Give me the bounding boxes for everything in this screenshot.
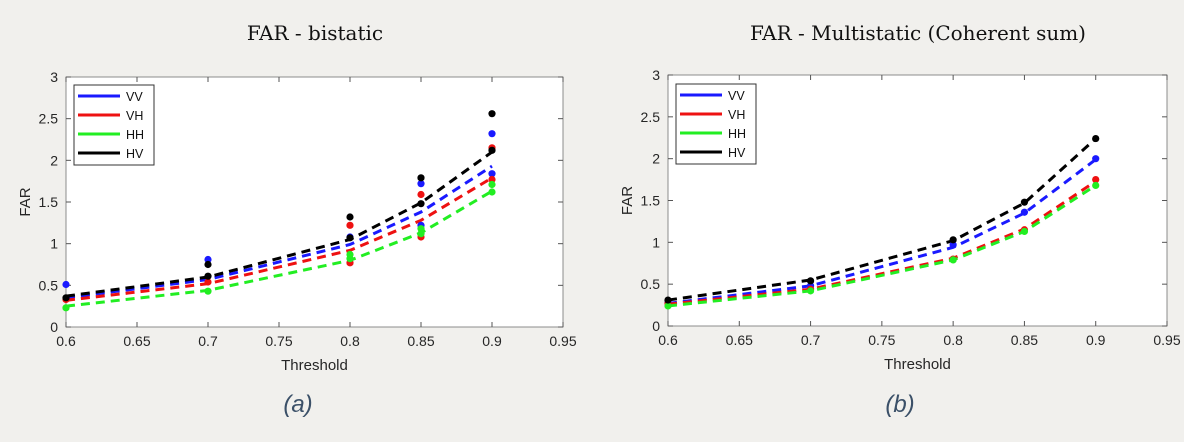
data-point-hv — [204, 272, 212, 280]
y-tick-label: 1 — [652, 234, 660, 250]
legend-label-hv: HV — [728, 146, 746, 160]
y-tick-label: 3 — [652, 67, 660, 83]
data-point-hh — [488, 180, 496, 189]
x-tick-label: 0.7 — [801, 332, 821, 348]
data-point-hv — [1020, 198, 1029, 206]
chart-title: FAR - bistatic — [247, 21, 383, 45]
data-point-hv — [417, 174, 425, 182]
x-tick-label: 0.75 — [265, 333, 292, 349]
x-tick-label: 0.85 — [1011, 332, 1038, 348]
legend-label-hv: HV — [126, 147, 144, 161]
data-point-vv — [1092, 155, 1100, 163]
x-tick-label: 0.8 — [340, 333, 360, 349]
x-axis-label: Threshold — [281, 357, 348, 374]
x-tick-label: 0.75 — [868, 332, 895, 348]
legend-label-vv: VV — [728, 89, 745, 103]
figure-caption: (a) — [283, 391, 312, 418]
y-tick-label: 2 — [652, 151, 660, 167]
data-point-hv — [346, 234, 354, 242]
y-tick-label: 2 — [50, 152, 58, 168]
data-point-vv — [488, 130, 496, 138]
legend: VV VH HH HV — [73, 84, 155, 166]
data-point-hv — [949, 236, 957, 244]
legend-label-hh: HH — [728, 127, 746, 141]
data-point-hh — [806, 287, 815, 295]
legend-label-hh: HH — [126, 128, 144, 142]
chart-far-bistatic: FAR - bistatic 0.6 0.65 0.7 0.75 0.8 0.85 0.9 0.… — [17, 21, 577, 418]
data-point-hv — [62, 294, 70, 302]
chart-far-multistatic: FAR - Multistatic (Coherent sum) 0.6 0.65 0… — [619, 21, 1181, 418]
x-axis-label: Threshold — [884, 356, 951, 373]
x-tick-label: 0.8 — [943, 332, 963, 348]
y-tick-label: 0.5 — [39, 277, 59, 293]
legend-label-vh: VH — [728, 108, 745, 122]
x-tick-label: 0.95 — [1153, 332, 1180, 348]
y-tick-label: 3 — [50, 69, 58, 85]
x-tick-label: 0.6 — [658, 332, 678, 348]
series-line-vv — [65, 164, 493, 300]
data-point-hv — [488, 146, 496, 154]
data-point-vv — [488, 170, 496, 178]
data-point-hv — [806, 277, 815, 285]
data-point-vv — [949, 241, 957, 249]
data-point-hh — [417, 230, 425, 238]
data-point-vh — [1092, 175, 1100, 184]
y-tick-label: 0 — [50, 319, 58, 335]
data-point-hv — [417, 200, 425, 208]
figure-caption: (b) — [885, 391, 914, 418]
data-point-hh — [62, 304, 70, 312]
data-point-hv — [488, 110, 496, 118]
legend: VV VH HH HV — [675, 83, 757, 165]
x-tick-label: 0.9 — [482, 333, 502, 349]
data-point-vh — [346, 221, 354, 229]
y-tick-label: 2.5 — [641, 109, 661, 125]
data-point-vv — [62, 280, 70, 289]
data-point-hh — [1092, 181, 1100, 190]
data-point-hh — [1020, 227, 1029, 236]
data-point-vh — [488, 175, 496, 184]
x-tick-label: 0.7 — [198, 333, 218, 349]
x-tick-label: 0.95 — [549, 333, 576, 349]
series-line-vh — [65, 176, 493, 302]
x-tick-label: 0.6 — [56, 333, 76, 349]
data-point-hh — [417, 225, 425, 233]
chart-title: FAR - Multistatic (Coherent sum) — [750, 21, 1086, 45]
legend-label-vh: VH — [126, 109, 143, 123]
data-point-hv — [204, 260, 212, 269]
y-tick-label: 1.5 — [641, 193, 661, 209]
data-point-hv — [1092, 134, 1100, 143]
y-tick-label: 0 — [652, 318, 660, 334]
legend-label-vv: VV — [126, 90, 143, 104]
data-point-hh — [346, 250, 354, 259]
data-point-hv — [346, 213, 354, 221]
x-tick-label: 0.65 — [726, 332, 753, 348]
x-tick-label: 0.85 — [407, 333, 434, 349]
data-point-vh — [204, 278, 212, 286]
data-point-vv — [1020, 208, 1029, 216]
y-tick-label: 2.5 — [39, 111, 59, 127]
data-point-vh — [417, 190, 425, 199]
data-point-vv — [417, 180, 425, 188]
y-axis-label: FAR — [619, 186, 636, 215]
data-point-vv — [204, 255, 212, 264]
y-tick-label: 1 — [50, 236, 58, 252]
data-point-hh — [204, 287, 212, 295]
data-point-hh — [664, 302, 672, 310]
data-point-hh — [949, 256, 957, 264]
data-point-hh — [488, 188, 496, 196]
y-axis-label: FAR — [17, 187, 34, 216]
y-tick-label: 0.5 — [641, 276, 661, 292]
x-tick-label: 0.65 — [123, 333, 150, 349]
data-point-hv — [664, 296, 672, 304]
y-tick-label: 1.5 — [39, 194, 59, 210]
x-tick-label: 0.9 — [1086, 332, 1106, 348]
